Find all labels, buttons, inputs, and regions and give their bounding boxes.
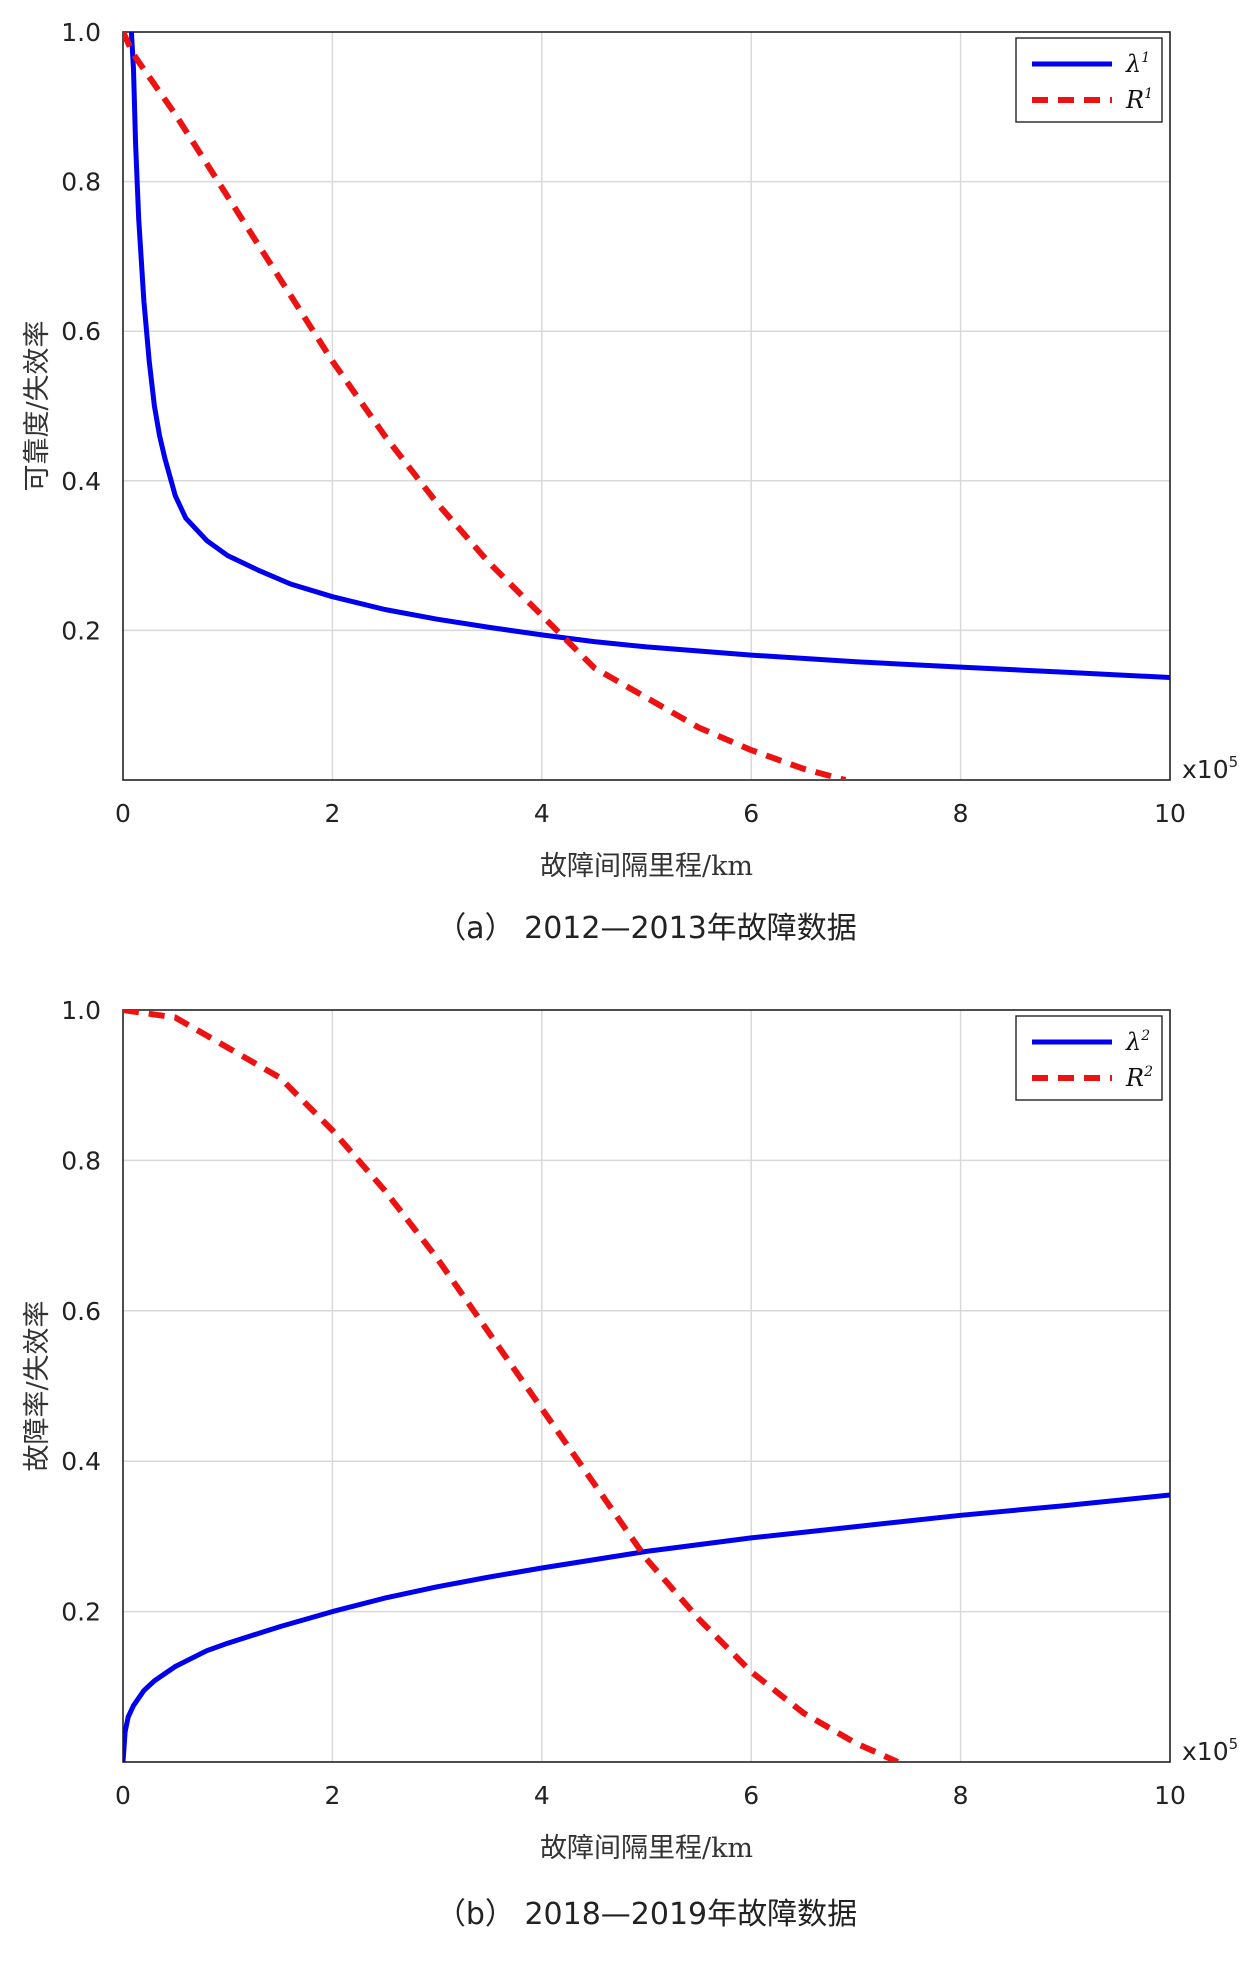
x-axis-multiplier-base: x10: [1182, 755, 1229, 784]
x-tick-label: 6: [743, 1781, 759, 1810]
series-line-1-failure-rate: [128, 32, 1170, 680]
x-axis-label: 故障间隔里程/km: [540, 1833, 753, 1864]
y-tick-label: 1.0: [61, 996, 101, 1025]
panel-a: 0 2 4 6 8 10 0.2 0.4 0.6 0.8 1.0 x105 故障间隔里程/km 可靠度/失…: [22, 18, 1238, 946]
axes-box: [122, 31, 1171, 781]
x-tick-label: 2: [324, 799, 340, 828]
y-axis-label: 可靠度/失效率: [22, 320, 53, 491]
x-axis-multiplier-base: x10: [1182, 1737, 1229, 1766]
x-tick-label: 8: [953, 1781, 969, 1810]
x-tick-label: 2: [324, 1781, 340, 1810]
panel-caption: （b） 2018—2019年故障数据: [436, 1897, 857, 1932]
y-tick-label: 1.0: [61, 18, 101, 47]
x-tick-label: 0: [115, 799, 131, 828]
legend-series-name: λ: [1125, 50, 1141, 78]
y-tick-label: 0.8: [61, 1146, 101, 1175]
y-tick-label: 0.2: [61, 616, 101, 645]
panel-caption: （a） 2012—2013年故障数据: [436, 911, 857, 946]
legend-entry-label: R2: [1125, 1064, 1153, 1092]
series-line-2-failure-rate: [123, 1492, 1170, 1762]
axes-box: [122, 1009, 1171, 1763]
plot-area: [123, 1010, 1170, 1762]
legend-box: [1015, 1015, 1163, 1101]
plot-area: [123, 32, 1170, 780]
x-tick-label: 0: [115, 1781, 131, 1810]
x-axis-multiplier-exponent: 5: [1229, 753, 1239, 771]
y-tick-label: 0.6: [61, 1297, 101, 1326]
x-axis-multiplier: x105: [1182, 753, 1238, 784]
legend-entry-label: λ1: [1125, 50, 1150, 78]
legend-series-superscript: 1: [1144, 86, 1153, 102]
x-tick-label: 4: [534, 1781, 550, 1810]
x-tick-label: 10: [1154, 799, 1186, 828]
x-tick-label: 4: [534, 799, 550, 828]
panel-b: 0 2 4 6 8 10 0.2 0.4 0.6 0.8 1.0 x105 故障间隔里程/km 故障率/失…: [22, 996, 1238, 1932]
legend-series-name: λ: [1125, 1028, 1141, 1056]
y-axis-label: 故障率/失效率: [22, 1300, 53, 1471]
series-line-2-reliability: [123, 1010, 900, 1762]
legend-series-name: R: [1125, 1064, 1144, 1092]
series-line-1-reliability: [123, 32, 847, 780]
y-tick-label: 0.8: [61, 168, 101, 197]
x-axis-multiplier-exponent: 5: [1229, 1735, 1239, 1753]
x-tick-label: 8: [953, 799, 969, 828]
y-tick-label: 0.4: [61, 1447, 101, 1476]
x-axis-label: 故障间隔里程/km: [540, 851, 753, 882]
legend-series-superscript: 1: [1141, 50, 1150, 66]
x-tick-label: 6: [743, 799, 759, 828]
legend-entry-label: λ2: [1125, 1028, 1150, 1056]
y-tick-label: 0.2: [61, 1598, 101, 1627]
legend-series-superscript: 2: [1143, 1064, 1153, 1080]
legend-series-name: R: [1125, 86, 1144, 114]
x-axis-multiplier: x105: [1182, 1735, 1238, 1766]
x-tick-label: 10: [1154, 1781, 1186, 1810]
y-tick-label: 0.6: [61, 317, 101, 346]
legend-series-superscript: 2: [1140, 1028, 1150, 1044]
legend-box: [1015, 37, 1163, 123]
legend-entry-label: R1: [1125, 86, 1153, 114]
y-tick-label: 0.4: [61, 467, 101, 496]
